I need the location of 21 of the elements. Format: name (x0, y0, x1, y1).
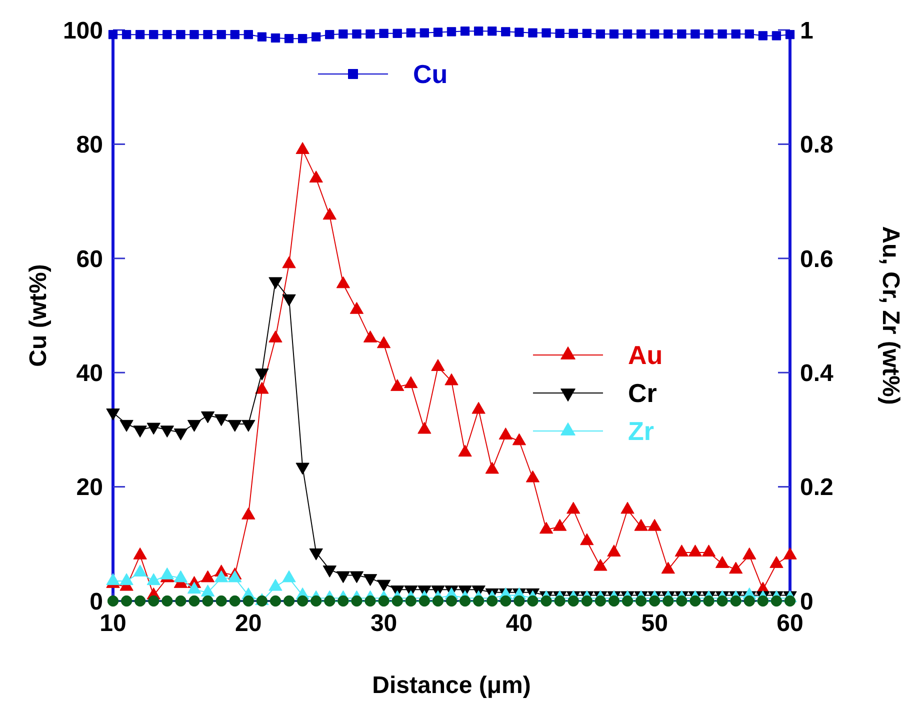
y-tick-label: 40 (76, 360, 103, 387)
y-tick-label: 60 (76, 246, 103, 273)
y-tick-label: 80 (76, 132, 103, 159)
y-tick-label: 20 (76, 474, 103, 502)
x-tick-label: 20 (235, 610, 262, 637)
y2-tick-label: 0.4 (800, 360, 834, 387)
x-tick-label: 30 (370, 610, 398, 637)
y-axis-title: Cu (wt%) (25, 264, 52, 367)
legend-label: Au (628, 340, 663, 370)
y2-tick-label: 0.6 (800, 246, 834, 273)
y2-tick-label: 1 (800, 17, 814, 44)
x-axis-title: Distance (μm) (372, 672, 531, 699)
legend-label: Cr (628, 378, 657, 408)
legend-label: Cu (413, 59, 448, 90)
x-tick-label: 40 (506, 610, 533, 637)
x-tick-label: 50 (641, 610, 668, 637)
y-tick-label: 100 (62, 17, 103, 44)
y2-tick-label: 0.2 (800, 474, 834, 502)
y2-axis-title: Au, Cr, Zr (wt%) (877, 226, 904, 405)
legend-label: Zr (628, 416, 654, 446)
y2-tick-label: 0.8 (800, 132, 834, 159)
